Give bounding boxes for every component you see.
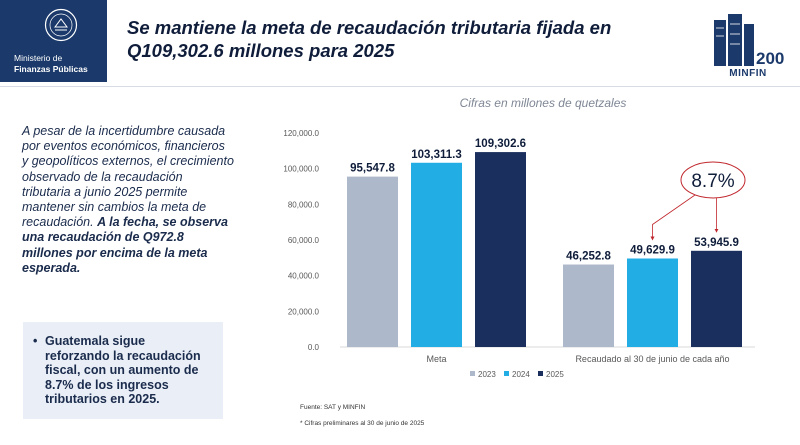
highlight-callout: • Guatemala sigue reforzando la recaudac… — [23, 322, 223, 419]
y-tick-label: 120,000.0 — [283, 129, 319, 138]
data-label: 95,547.8 — [350, 163, 395, 175]
y-tick-label: 20,000.0 — [288, 307, 320, 316]
data-label: 49,629.9 — [630, 244, 675, 256]
bar — [347, 176, 398, 347]
x-category-label: Recaudado al 30 de junio de cada año — [575, 354, 729, 364]
summary-text: A pesar de la incertidumbre causada por … — [22, 124, 234, 230]
callout-text: Guatemala sigue reforzando la recaudació… — [45, 334, 201, 406]
x-category-label: Meta — [426, 354, 446, 364]
bar — [627, 258, 678, 347]
logo-ministry-line: Ministerio de — [14, 53, 63, 63]
preliminary-note: * Cifras preliminares al 30 de junio de … — [300, 420, 425, 427]
legend-label: 2023 — [478, 370, 496, 379]
chart-subtitle: Cifras en millones de quetzales — [460, 96, 627, 110]
page-title: Se mantiene la meta de recaudación tribu… — [127, 17, 612, 61]
legend-swatch — [470, 371, 475, 376]
data-label: 103,311.3 — [411, 149, 462, 161]
growth-annotation: 8.7% — [691, 171, 734, 192]
growth-arrow-2024 — [650, 194, 696, 241]
y-tick-label: 60,000.0 — [288, 236, 320, 245]
summary-paragraph: A pesar de la incertidumbre causada por … — [22, 124, 234, 276]
building-200-anniversary-icon: 200 — [714, 14, 784, 68]
anniversary-number: 200 — [756, 49, 784, 68]
y-tick-label: 0.0 — [308, 343, 320, 352]
y-tick-label: 80,000.0 — [288, 200, 320, 209]
logo-finance-line: Finanzas Públicas — [14, 64, 88, 74]
legend-swatch — [504, 371, 509, 376]
bullet: • — [33, 334, 38, 348]
minfin-logo: Ministerio de Finanzas Públicas — [0, 0, 107, 82]
legend-label: 2025 — [546, 370, 564, 379]
bar — [563, 264, 614, 347]
y-tick-label: 40,000.0 — [288, 272, 320, 281]
anniversary-label: MINFIN — [729, 68, 767, 79]
growth-bubble — [680, 161, 746, 199]
legend-swatch — [538, 371, 543, 376]
bar — [411, 162, 462, 347]
source-note: Fuente: SAT y MINFIN — [300, 404, 366, 411]
data-label: 46,252.8 — [566, 251, 611, 263]
header-divider — [0, 86, 800, 87]
summary-highlight: A la fecha, se observa una recaudación d… — [22, 215, 228, 275]
bar — [475, 152, 526, 347]
data-label: 109,302.6 — [475, 138, 526, 150]
y-tick-label: 100,000.0 — [283, 165, 319, 174]
bar — [691, 250, 742, 347]
legend-label: 2024 — [512, 370, 530, 379]
guatemala-seal-icon — [44, 8, 78, 42]
data-label: 53,945.9 — [694, 237, 739, 249]
